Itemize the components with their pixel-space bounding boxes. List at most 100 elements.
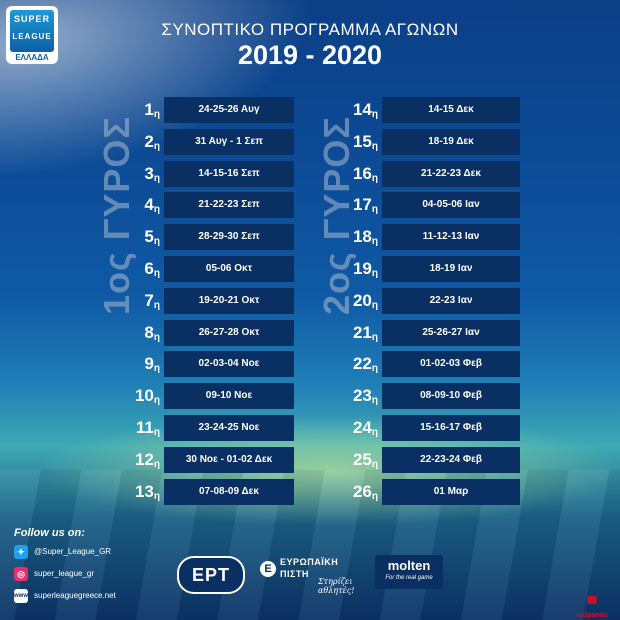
matchday-number-value: 11 xyxy=(135,417,154,437)
ep-name-line1: ΕΥΡΩΠΑΪΚΗ xyxy=(280,557,339,567)
matchday-ordinal-suffix: η xyxy=(153,172,160,184)
matchday-ordinal-suffix: η xyxy=(371,458,378,470)
matchday-dates: 18-19 Δεκ xyxy=(382,128,520,155)
matchday-number: 1η xyxy=(130,97,160,123)
matchday-number: 7η xyxy=(130,288,160,314)
instagram-link[interactable]: ◎ super_league_gr xyxy=(14,566,154,582)
matchday-dates: 05-06 Οκτ xyxy=(164,255,294,282)
matchday-ordinal-suffix: η xyxy=(371,490,378,502)
matchday-number: 26η xyxy=(348,479,378,505)
ep-name-line2: ΠΙΣΤΗ xyxy=(280,569,309,579)
matchday-ordinal-suffix: η xyxy=(153,299,160,311)
matchday-number-value: 4 xyxy=(144,195,154,215)
molten-name: molten xyxy=(387,558,431,573)
matchday-number-value: 22 xyxy=(352,354,372,374)
matchday-number: 12η xyxy=(130,447,160,473)
matchday-ordinal-suffix: η xyxy=(153,267,160,279)
matchday-ordinal-suffix: η xyxy=(371,204,378,216)
matchday-number-value: 23 xyxy=(352,386,372,406)
matchday-number: 24η xyxy=(348,415,378,441)
evropaiki-pisti-icon: Ε xyxy=(260,561,276,577)
super-league-logo: SUPER LEAGUE ΕΛΛΑΔΑ xyxy=(6,6,58,64)
matchday-dates: 14-15-16 Σεπ xyxy=(164,160,294,187)
logo-text-league: LEAGUE xyxy=(12,32,52,41)
matchday-ordinal-suffix: η xyxy=(153,236,160,248)
matchday-number-value: 26 xyxy=(352,481,372,501)
matchday-ordinal-suffix: η xyxy=(153,331,160,343)
matchday-ordinal-suffix: η xyxy=(371,109,378,120)
matchday-number: 13η xyxy=(130,479,160,505)
matchday-dates: 21-22-23 Σεπ xyxy=(164,192,294,219)
logo-emblem xyxy=(10,10,54,52)
molten-logo: molten For the real game xyxy=(375,555,443,589)
matchday-dates: 23-24-25 Νοε xyxy=(164,414,294,441)
matchday-dates: 15-16-17 Φεβ xyxy=(382,414,520,441)
website-url: superleaguegreece.net xyxy=(34,591,116,600)
matchday-number-value: 12 xyxy=(134,449,154,469)
matchday-ordinal-suffix: η xyxy=(371,363,378,375)
matchday-number: 9η xyxy=(130,351,160,377)
matchday-number-value: 8 xyxy=(144,322,154,342)
matchday-dates: 07-08-09 Δεκ xyxy=(164,478,294,505)
matchday-ordinal-suffix: η xyxy=(371,299,378,311)
molten-tagline: For the real game xyxy=(385,575,433,581)
twitter-link[interactable]: ✦ @Super_League_GR xyxy=(14,544,154,560)
matchday-number: 16η xyxy=(348,161,378,187)
matchday-number: 21η xyxy=(348,320,378,346)
matchday-dates: 01 Μαρ xyxy=(382,478,520,505)
matchday-dates: 21-22-23 Δεκ xyxy=(382,160,520,187)
matchday-ordinal-suffix: η xyxy=(371,331,378,343)
matchday-ordinal-suffix: η xyxy=(371,426,378,438)
redpanda-name: redpanda xyxy=(576,612,608,619)
matchday-number: 23η xyxy=(348,383,378,409)
matchday-dates: 01-02-03 Φεβ xyxy=(382,351,520,378)
instagram-handle: super_league_gr xyxy=(34,569,95,578)
matchday-number-value: 24 xyxy=(352,417,372,437)
matchday-dates: 31 Αυγ - 1 Σεπ xyxy=(164,128,294,155)
twitter-icon: ✦ xyxy=(14,545,28,559)
matchday-ordinal-suffix: η xyxy=(153,426,160,438)
logo-text-country: ΕΛΛΑΔΑ xyxy=(15,53,49,62)
matchday-number: 2η xyxy=(130,129,160,155)
matchday-number-value: 25 xyxy=(352,449,372,469)
matchday-dates: 09-10 Νοε xyxy=(164,383,294,410)
ep-tagline: Στηρίζει αθλητές! xyxy=(318,577,355,595)
schedule-subtitle: ΣΥΝΟΠΤΙΚΟ ΠΡΟΓΡΑΜΜΑ ΑΓΩΝΩΝ xyxy=(161,20,459,39)
panda-icon xyxy=(587,596,597,604)
matchday-dates: 24-25-26 Αυγ xyxy=(164,97,294,123)
matchday-number: 22η xyxy=(348,351,378,377)
matchday-number-value: 17 xyxy=(352,195,372,215)
matchday-number-value: 9 xyxy=(144,354,154,374)
matchday-number-value: 21 xyxy=(352,322,372,342)
matchday-dates: 22-23 Ιαν xyxy=(382,287,520,314)
matchday-dates: 26-27-28 Οκτ xyxy=(164,319,294,346)
logo-text-super: SUPER xyxy=(13,14,50,24)
matchday-number: 8η xyxy=(130,320,160,346)
matchday-number: 18η xyxy=(348,224,378,250)
matchday-number: 6η xyxy=(130,256,160,282)
matchday-number: 3η xyxy=(130,161,160,187)
matchday-number: 17η xyxy=(348,192,378,218)
matchday-number-value: 7 xyxy=(144,290,154,310)
matchday-ordinal-suffix: η xyxy=(371,236,378,248)
website-link[interactable]: www superleaguegreece.net xyxy=(14,588,154,604)
matchday-ordinal-suffix: η xyxy=(153,204,160,216)
matchday-ordinal-suffix: η xyxy=(153,109,160,120)
matchday-number-value: 13 xyxy=(134,481,154,501)
matchday-number: 14η xyxy=(348,97,378,123)
twitter-handle: @Super_League_GR xyxy=(34,547,112,556)
matchday-dates: 30 Νοε - 01-02 Δεκ xyxy=(164,446,294,473)
matchday-ordinal-suffix: η xyxy=(371,140,378,152)
ert-logo: ΕΡΤ xyxy=(177,556,245,594)
matchday-number: 20η xyxy=(348,288,378,314)
matchday-dates: 22-23-24 Φεβ xyxy=(382,446,520,473)
matchday-ordinal-suffix: η xyxy=(153,490,160,502)
matchday-number: 10η xyxy=(130,383,160,409)
matchday-ordinal-suffix: η xyxy=(153,458,160,470)
globe-icon: www xyxy=(14,589,28,603)
matchday-dates: 25-26-27 Ιαν xyxy=(382,319,520,346)
matchday-ordinal-suffix: η xyxy=(371,172,378,184)
redpanda-logo: redpanda xyxy=(570,596,614,619)
matchday-dates: 02-03-04 Νοε xyxy=(164,351,294,378)
